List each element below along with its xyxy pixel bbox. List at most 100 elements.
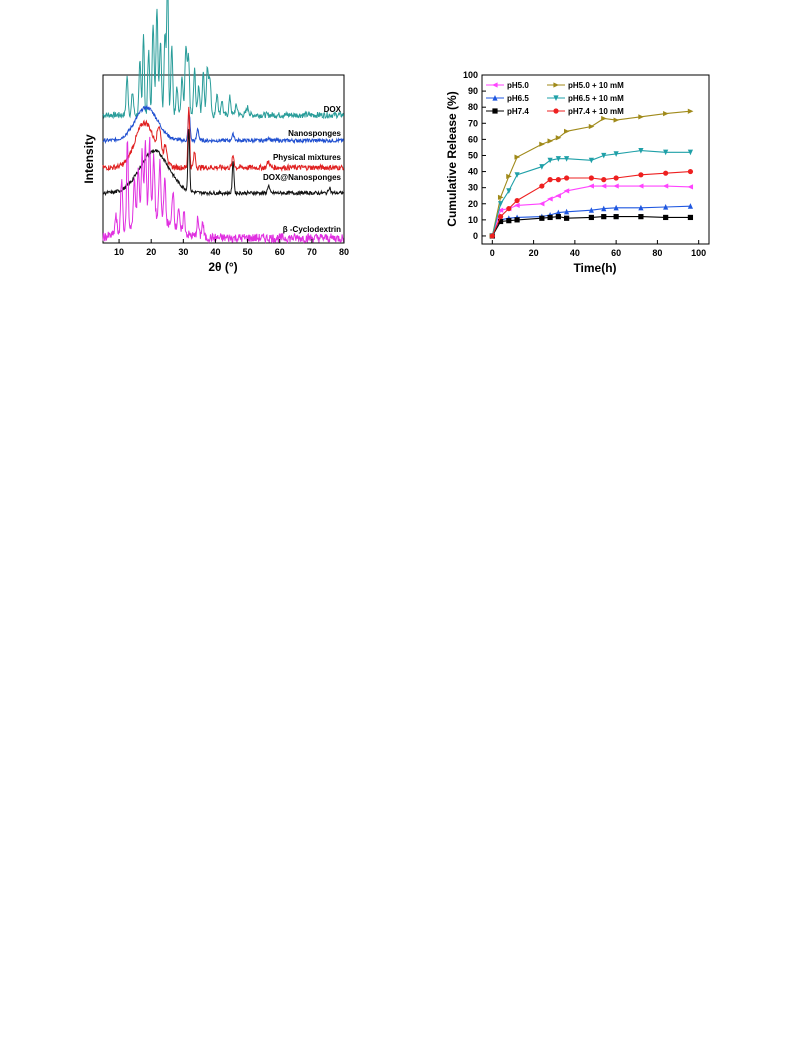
release-point-ph7-4-10-mm	[489, 233, 495, 239]
release-point-ph6-5	[613, 204, 619, 211]
release-series	[489, 108, 694, 239]
release-point-ph7-4-10-mm	[547, 177, 553, 183]
release-point-ph5-0	[613, 183, 619, 189]
release-point-ph6-5-10-mm	[555, 156, 561, 162]
release-point-ph7-4-10-mm	[539, 183, 545, 189]
release-x-tick-label: 20	[529, 248, 539, 258]
release-point-ph5-0	[497, 207, 504, 213]
xrd-label-cyclodextrin: β -Cyclodextrin	[283, 225, 341, 234]
xrd-x-axis-label: 2θ (°)	[208, 260, 237, 274]
release-panel: 0 20 40 60 80 100 0 10 20 30 40 50 60 70 80 90 100 pH5.0…	[445, 70, 710, 275]
release-y-tick-label: 10	[468, 215, 478, 225]
legend-swatch-marker	[553, 108, 559, 114]
release-point-ph5-0-10-mm	[638, 114, 644, 120]
release-point-ph5-0	[687, 184, 694, 190]
release-x-tick-label: 40	[570, 248, 580, 258]
release-y-tick-label: 0	[473, 231, 478, 241]
release-point-ph6-5-10-mm	[497, 201, 504, 207]
release-point-ph7-4-10-mm	[555, 177, 561, 183]
release-point-ph7-4-10-mm	[601, 177, 607, 183]
release-point-ph5-0	[588, 183, 594, 189]
release-point-ph7-4-10-mm	[638, 172, 644, 178]
xrd-label-physical-mixtures: Physical mixtures	[273, 153, 342, 162]
release-point-ph7-4	[687, 214, 694, 221]
release-point-ph5-0-10-mm	[514, 154, 521, 160]
release-point-ph6-5	[564, 208, 570, 215]
legend-swatch-marker	[492, 108, 498, 114]
release-point-ph7-4-10-mm	[514, 197, 520, 204]
release-y-tick-label: 20	[468, 199, 478, 209]
xrd-curve-dox	[102, 0, 344, 120]
release-legend: pH5.0 pH6.5 pH7.4 pH5.0 + 10 mM pH6.5 + 10 m…	[486, 81, 624, 116]
release-plot-frame	[481, 74, 710, 245]
xrd-x-tick-label: 10	[114, 247, 124, 257]
xrd-plot-frame	[102, 74, 345, 244]
legend-swatch-marker	[492, 82, 498, 88]
xrd-curve-nanosponges	[102, 104, 344, 145]
release-point-ph6-5-10-mm	[506, 188, 512, 194]
xrd-label-nanosponges: Nanosponges	[288, 129, 341, 138]
release-point-ph5-0-10-mm	[555, 135, 562, 141]
release-x-tick-label: 60	[611, 248, 621, 258]
release-point-ph5-0	[637, 183, 644, 189]
release-point-ph5-0-10-mm	[564, 128, 570, 134]
legend-label: pH7.4 + 10 mM	[568, 107, 624, 116]
legend-item-ph7-4-10-mm: pH7.4 + 10 mM	[547, 107, 624, 116]
release-point-ph6-5-10-mm	[588, 157, 594, 164]
release-point-ph5-0	[662, 183, 669, 189]
legend-item-ph6-5-10-mm: pH6.5 + 10 mM	[547, 94, 624, 103]
release-point-ph5-0-10-mm	[613, 117, 620, 123]
release-point-ph6-5	[638, 204, 644, 211]
release-point-ph6-5	[663, 203, 669, 210]
legend-swatch-marker	[492, 95, 498, 101]
release-y-tick-label: 80	[468, 102, 478, 112]
release-y-axis-label: Cumulative Release (%)	[445, 91, 459, 226]
xrd-x-tick-label: 40	[210, 247, 220, 257]
xrd-curve-physical-mixtures	[102, 106, 344, 173]
release-point-ph6-5-10-mm	[514, 172, 520, 178]
release-point-ph7-4	[497, 218, 504, 225]
release-point-ph7-4	[638, 214, 644, 220]
release-point-ph5-0-10-mm	[687, 108, 694, 114]
release-point-ph7-4	[588, 214, 594, 221]
legend-item-ph6-5: pH6.5	[486, 94, 529, 103]
legend-item-ph5-0: pH5.0	[486, 81, 529, 90]
release-point-ph7-4	[506, 218, 512, 224]
xrd-panel: DOX Nanosponges Physical mixtures DOX@Nanos…	[82, 0, 349, 274]
xrd-label-dox-nanosponges: DOX@Nanosponges	[263, 173, 342, 182]
release-point-ph7-4	[564, 215, 570, 221]
release-point-ph5-0	[563, 188, 570, 194]
release-point-ph7-4-10-mm	[588, 175, 594, 181]
release-point-ph6-5	[687, 203, 694, 209]
release-y-tick-label: 50	[468, 150, 478, 160]
legend-label: pH5.0	[507, 81, 529, 90]
release-point-ph7-4-10-mm	[613, 175, 619, 181]
release-point-ph5-0-10-mm	[506, 173, 512, 179]
release-point-ph7-4	[601, 214, 607, 220]
release-point-ph7-4	[613, 214, 619, 220]
xrd-curves	[102, 0, 344, 245]
release-line-ph7-4-10-mm	[491, 171, 691, 237]
release-line-ph6-5-10-mm	[491, 150, 691, 237]
legend-swatch-marker	[553, 82, 559, 88]
release-y-tick-label: 90	[468, 86, 478, 96]
release-point-ph6-5-10-mm	[539, 164, 545, 170]
release-point-ph7-4	[514, 217, 520, 223]
legend-label: pH6.5	[507, 94, 529, 103]
release-point-ph7-4-10-mm	[564, 175, 570, 181]
release-point-ph5-0-10-mm	[588, 123, 595, 130]
release-x-tick-label: 0	[490, 248, 495, 258]
release-point-ph5-0	[538, 201, 545, 207]
legend-swatch-marker	[553, 95, 559, 101]
xrd-x-tick-label: 50	[243, 247, 253, 257]
legend-label: pH6.5 + 10 mM	[568, 94, 624, 103]
release-line-ph5-0-10-mm	[491, 110, 691, 237]
release-y-tick-label: 30	[468, 183, 478, 193]
release-y-tick-label: 100	[463, 70, 478, 80]
xrd-x-tick-label: 30	[178, 247, 188, 257]
release-point-ph6-5	[555, 209, 561, 216]
release-point-ph5-0-10-mm	[601, 115, 607, 122]
release-point-ph7-4-10-mm	[497, 214, 504, 220]
release-point-ph5-0	[600, 183, 607, 189]
release-x-tick-label: 80	[652, 248, 662, 258]
